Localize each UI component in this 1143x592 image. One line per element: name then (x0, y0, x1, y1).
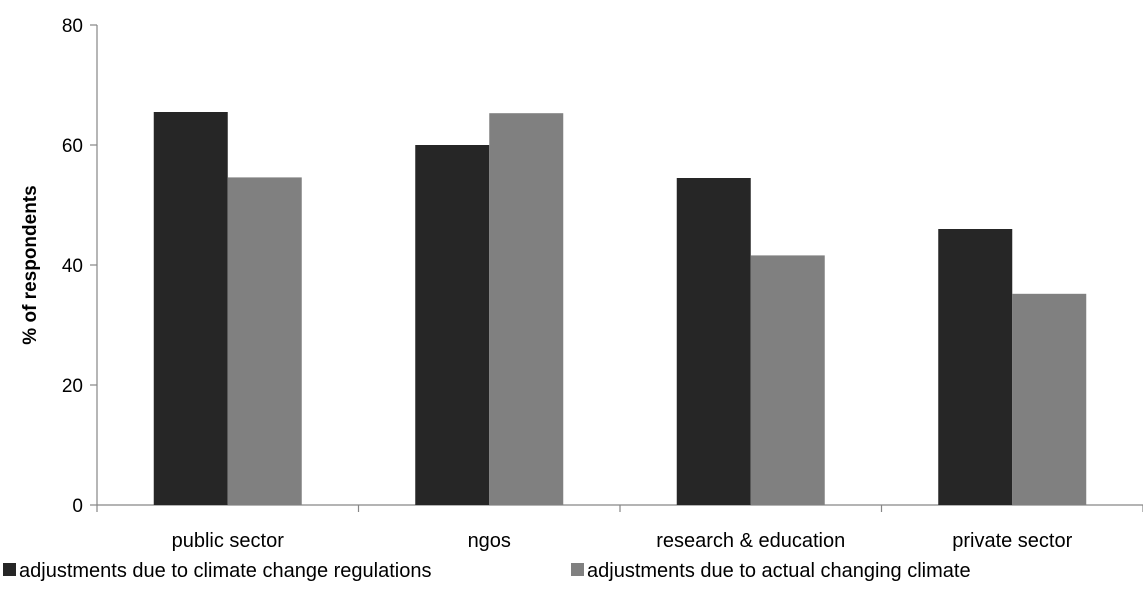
y-tick-label: 40 (62, 256, 83, 277)
y-axis-ticks: 0 20 40 60 80 (62, 16, 97, 517)
legend-swatch (3, 563, 16, 576)
x-category-label: private sector (952, 530, 1072, 552)
y-tick-label: 20 (62, 376, 83, 397)
bar-regulations (153, 112, 228, 505)
y-axis-label: % of respondents (20, 185, 41, 344)
bar-changing-climate (227, 177, 302, 505)
y-tick-label: 80 (62, 16, 83, 37)
bar-regulations (415, 145, 490, 505)
legend-swatch (571, 563, 584, 576)
bar-changing-climate (750, 255, 825, 505)
y-tick-label: 60 (62, 136, 83, 157)
legend: adjustments due to climate change regula… (3, 560, 971, 582)
bar-changing-climate (1012, 293, 1087, 505)
x-category-label: ngos (468, 530, 511, 552)
bar-regulations (938, 229, 1013, 505)
bars (153, 112, 1087, 505)
x-category-label: public sector (172, 530, 285, 552)
x-category-label: research & education (656, 530, 845, 552)
legend-label: adjustments due to actual changing clima… (587, 560, 971, 582)
x-axis-labels: public sector ngos research & education pri… (172, 530, 1073, 552)
legend-label: adjustments due to climate change regula… (19, 560, 431, 582)
bar-regulations (676, 178, 751, 505)
bar-changing-climate (489, 113, 564, 505)
y-tick-label: 0 (72, 496, 83, 517)
